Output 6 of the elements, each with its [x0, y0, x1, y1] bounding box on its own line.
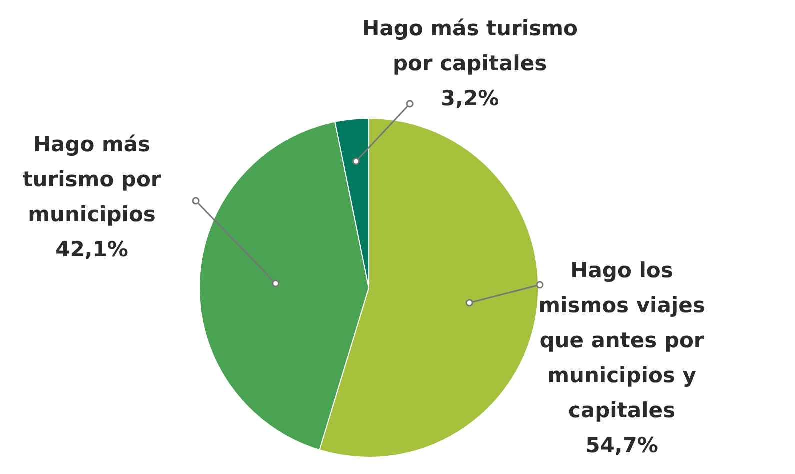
slice-label: Hago los mismos viajes que antes por municipios y capitales: [538, 258, 706, 422]
data-label: 42,1%: [56, 237, 128, 262]
slice-label: Hago más turismo por municipios: [22, 132, 162, 226]
slice-label: Hago más turismo por capitales: [362, 16, 578, 76]
data-label: 3,2%: [440, 86, 500, 110]
data-label: 54,7%: [586, 433, 658, 458]
